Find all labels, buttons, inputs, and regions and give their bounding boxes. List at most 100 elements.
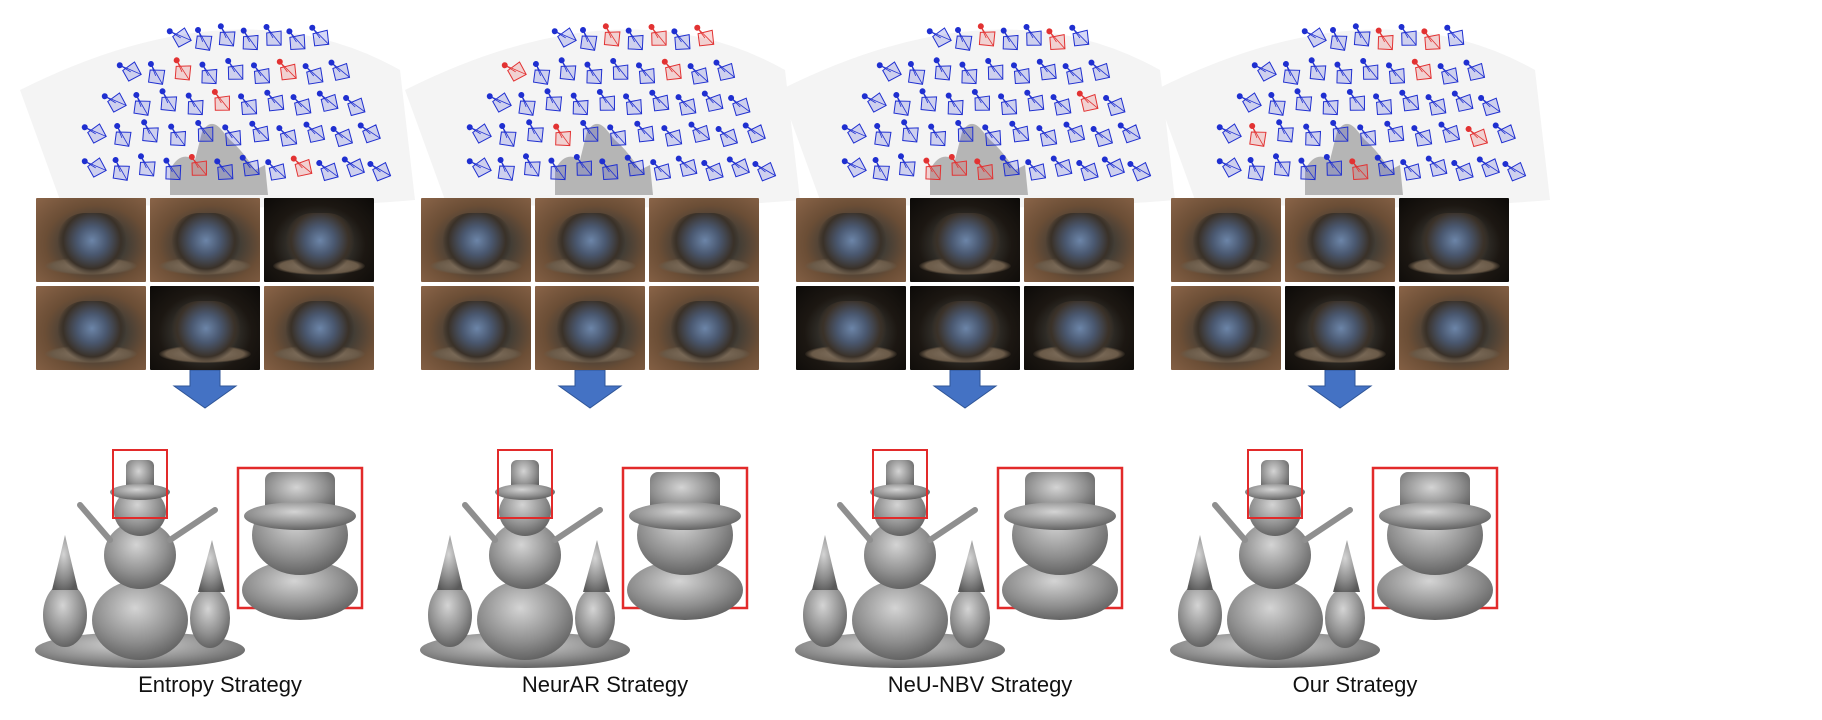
strategy-panel: Our Strategy [1155,0,1595,720]
zoomed-inset [236,466,364,620]
camera-unselected [671,28,691,51]
camera-unselected [548,157,567,181]
camera-unselected [81,123,107,144]
camera-selected [1076,90,1099,112]
camera-unselected [955,27,973,51]
down-arrow-icon [557,370,623,409]
view-thumbnail [535,198,645,282]
selected-views-grid [1155,198,1595,430]
camera-unselected [112,157,130,181]
camera-unselected [1298,157,1317,181]
view-thumbnail [264,198,374,282]
camera-unselected [623,93,643,116]
view-thumbnail [910,286,1020,370]
view-thumbnail [1024,198,1134,282]
snowman-object [671,301,740,362]
camera-unselected [1451,90,1474,112]
camera-unselected [874,123,892,147]
view-thumbnail [535,286,645,370]
camera-unselected [499,123,517,147]
camera-unselected [1463,59,1486,81]
camera-unselected [1050,94,1072,116]
snowman-object [1307,213,1376,274]
camera-unselected [1425,94,1447,116]
view-thumbnail [649,198,759,282]
highlight-box [497,449,553,519]
camera-unselected [217,23,236,47]
camera-unselected [584,61,603,85]
highlight-box [1247,449,1303,519]
snowman-object [1307,301,1376,362]
selected-views-grid [780,198,1220,430]
camera-unselected [316,90,339,112]
camera-unselected [1090,126,1114,148]
camera-unselected [240,27,259,51]
camera-unselected [290,94,312,116]
dome-surface [20,29,415,208]
snowman-object [443,301,512,362]
camera-unselected [147,61,166,85]
view-thumbnail [36,198,146,282]
mesh-reconstruction [795,449,1124,668]
camera-selected [661,58,682,81]
camera-unselected [742,122,766,144]
camera-unselected [1384,120,1405,143]
camera-unselected [1117,122,1141,144]
strategy-caption: Our Strategy [1292,672,1418,697]
camera-unselected [316,160,339,182]
strategy-panel: NeurAR Strategy [405,0,845,720]
camera-selected [923,157,942,181]
camera-unselected [166,27,192,48]
camera-selected [948,153,967,176]
camera-unselected [610,57,629,80]
mesh-reconstruction [35,449,364,668]
snowman-object [557,213,626,274]
camera-selected [977,23,996,47]
zoomed-inset [1371,466,1499,620]
camera-unselected [497,157,515,181]
camera-unselected [650,159,672,181]
camera-unselected [141,119,159,143]
camera-selected [1421,28,1441,51]
camera-unselected [926,27,952,48]
snowman-object [1193,301,1262,362]
camera-unselected [250,62,271,85]
camera-selected [290,155,313,177]
camera-unselected [114,123,132,147]
camera-unselected [1025,159,1047,181]
camera-unselected [1444,24,1465,47]
camera-unselected [1373,93,1393,116]
camera-unselected [701,160,724,182]
strategy-caption: NeurAR Strategy [521,672,689,697]
camera-unselected [1374,154,1395,177]
camera-unselected [901,119,919,143]
camera-unselected [624,154,645,177]
camera-unselected [303,121,326,143]
snowman-mesh [1170,460,1380,668]
camera-unselected [195,27,213,51]
snowman-mesh [795,460,1005,668]
camera-unselected [1010,62,1031,85]
camera-unselected [330,126,354,148]
camera-rig-diagram [405,23,800,208]
view-thumbnail [150,286,260,370]
selected-views-grid [405,198,845,430]
selected-views-grid [20,198,460,430]
camera-selected [211,88,230,111]
camera-unselected [544,88,563,112]
camera-unselected [1330,27,1348,51]
camera-unselected [701,90,724,112]
highlight-box [872,449,928,519]
camera-selected [1349,158,1369,181]
camera-unselected [928,123,947,147]
strategy-caption: NeU-NBV Strategy [887,672,1073,697]
camera-unselected [168,123,187,147]
camera-unselected [1400,159,1422,181]
camera-unselected [1451,160,1474,182]
snowman-object [818,301,887,362]
camera-unselected [1251,61,1277,82]
camera-unselected [1352,23,1371,47]
camera-unselected [971,88,990,111]
camera-unselected [599,158,619,181]
snowman-object [1046,301,1115,362]
